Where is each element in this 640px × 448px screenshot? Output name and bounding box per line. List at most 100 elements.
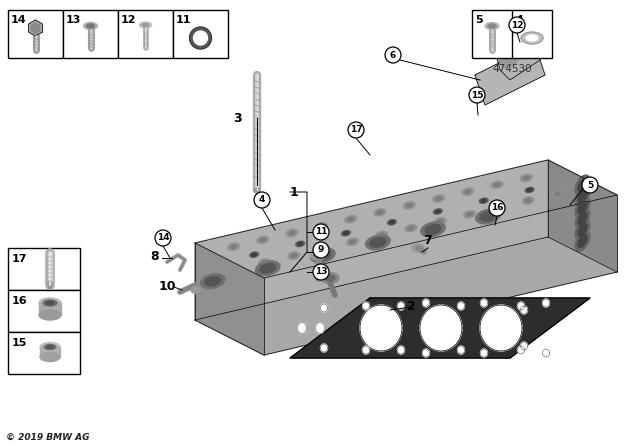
- Text: 16: 16: [491, 203, 503, 212]
- Text: 14: 14: [157, 233, 170, 242]
- Ellipse shape: [524, 176, 529, 180]
- Ellipse shape: [143, 23, 148, 26]
- Ellipse shape: [403, 202, 415, 209]
- Ellipse shape: [205, 276, 221, 286]
- Ellipse shape: [501, 53, 519, 67]
- Ellipse shape: [575, 198, 590, 218]
- Bar: [39, 303, 61, 315]
- Bar: [118, 10, 173, 58]
- Text: 12: 12: [511, 21, 524, 30]
- Ellipse shape: [494, 183, 500, 187]
- Text: 13: 13: [315, 267, 327, 276]
- Ellipse shape: [493, 204, 505, 211]
- Ellipse shape: [259, 259, 270, 266]
- Ellipse shape: [476, 209, 500, 224]
- Ellipse shape: [47, 345, 54, 349]
- Ellipse shape: [420, 305, 462, 351]
- Ellipse shape: [397, 302, 404, 310]
- Ellipse shape: [397, 346, 404, 354]
- Circle shape: [313, 242, 329, 258]
- Ellipse shape: [578, 190, 587, 203]
- Ellipse shape: [362, 302, 369, 310]
- Ellipse shape: [463, 211, 476, 218]
- Ellipse shape: [458, 302, 465, 310]
- Ellipse shape: [575, 208, 590, 229]
- Ellipse shape: [481, 349, 488, 357]
- Ellipse shape: [425, 224, 441, 234]
- Ellipse shape: [310, 250, 326, 260]
- Ellipse shape: [479, 198, 488, 203]
- Ellipse shape: [521, 32, 543, 44]
- Text: 7: 7: [424, 233, 433, 246]
- Ellipse shape: [257, 236, 269, 244]
- Text: © 2019 BMW AG: © 2019 BMW AG: [6, 433, 90, 442]
- Ellipse shape: [289, 231, 295, 235]
- Ellipse shape: [422, 299, 429, 307]
- Ellipse shape: [412, 244, 424, 252]
- Ellipse shape: [288, 252, 300, 259]
- Ellipse shape: [520, 342, 527, 350]
- Ellipse shape: [191, 287, 201, 293]
- Ellipse shape: [377, 211, 383, 214]
- Ellipse shape: [578, 224, 587, 236]
- Circle shape: [469, 87, 485, 103]
- Ellipse shape: [321, 236, 329, 241]
- Text: 17: 17: [349, 125, 362, 134]
- Ellipse shape: [321, 272, 339, 284]
- Ellipse shape: [405, 224, 417, 232]
- Ellipse shape: [228, 243, 239, 250]
- Ellipse shape: [462, 188, 474, 195]
- Ellipse shape: [298, 242, 303, 246]
- Ellipse shape: [286, 229, 298, 237]
- Ellipse shape: [435, 210, 440, 213]
- Ellipse shape: [437, 220, 444, 223]
- Ellipse shape: [496, 206, 502, 209]
- Ellipse shape: [200, 274, 225, 289]
- Ellipse shape: [525, 187, 534, 193]
- Ellipse shape: [436, 197, 442, 200]
- Bar: [8, 10, 63, 58]
- Ellipse shape: [578, 201, 587, 214]
- Bar: [40, 347, 60, 357]
- Ellipse shape: [420, 222, 445, 237]
- Ellipse shape: [260, 238, 266, 242]
- Text: 5: 5: [475, 15, 483, 25]
- Ellipse shape: [520, 174, 532, 181]
- Ellipse shape: [348, 217, 353, 221]
- Bar: [472, 10, 552, 58]
- Ellipse shape: [374, 209, 386, 216]
- Polygon shape: [475, 45, 545, 105]
- Text: 9: 9: [318, 246, 324, 254]
- Polygon shape: [195, 160, 617, 278]
- Ellipse shape: [575, 186, 590, 207]
- Ellipse shape: [43, 300, 57, 306]
- Ellipse shape: [262, 261, 268, 264]
- Polygon shape: [31, 23, 40, 33]
- Text: 15: 15: [471, 90, 483, 99]
- Ellipse shape: [480, 212, 496, 221]
- Text: 8: 8: [150, 250, 159, 263]
- Ellipse shape: [342, 230, 351, 236]
- Ellipse shape: [254, 188, 260, 192]
- Ellipse shape: [83, 22, 97, 30]
- Circle shape: [385, 47, 401, 63]
- Ellipse shape: [435, 218, 446, 225]
- Ellipse shape: [189, 27, 211, 49]
- Polygon shape: [548, 160, 617, 272]
- Ellipse shape: [575, 231, 590, 251]
- Ellipse shape: [379, 233, 385, 237]
- Ellipse shape: [315, 250, 331, 260]
- Ellipse shape: [325, 275, 335, 281]
- Text: 11: 11: [315, 228, 327, 237]
- Ellipse shape: [260, 263, 276, 273]
- Circle shape: [509, 17, 525, 33]
- Ellipse shape: [526, 35, 538, 41]
- Ellipse shape: [481, 199, 486, 202]
- Ellipse shape: [193, 31, 207, 45]
- Ellipse shape: [433, 209, 442, 214]
- Ellipse shape: [370, 237, 386, 247]
- Ellipse shape: [296, 241, 305, 246]
- Polygon shape: [195, 243, 264, 355]
- Polygon shape: [195, 160, 548, 320]
- Ellipse shape: [360, 305, 402, 351]
